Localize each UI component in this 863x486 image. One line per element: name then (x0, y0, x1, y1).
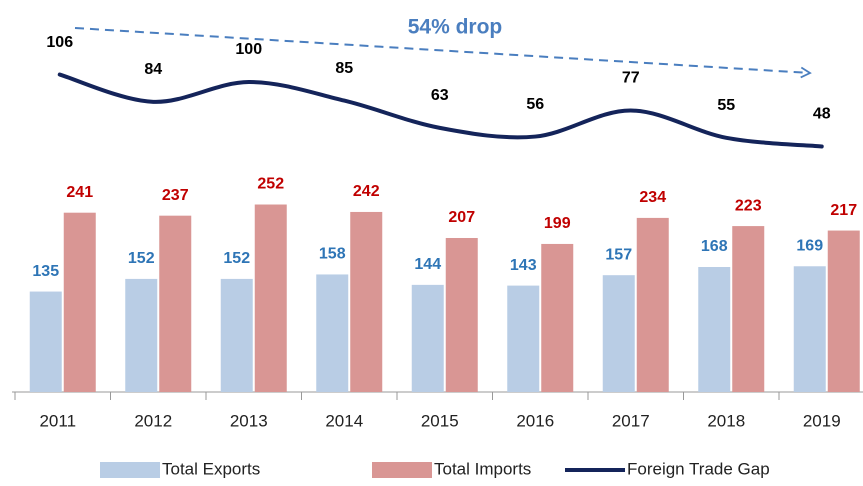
data-label: 252 (257, 176, 284, 193)
data-label: 158 (319, 246, 346, 263)
legend-label: Total Imports (434, 459, 531, 478)
trend-arrow (74, 27, 812, 79)
data-label: 217 (830, 202, 857, 219)
bar (350, 211, 383, 392)
x-tick-label: 2011 (39, 411, 76, 430)
data-label: 237 (162, 187, 189, 204)
data-label: 100 (235, 41, 262, 58)
data-label: 85 (335, 60, 353, 77)
bar (827, 230, 860, 392)
bar (732, 226, 765, 392)
data-label: 168 (701, 238, 728, 255)
data-label: 157 (605, 246, 632, 263)
data-label: 223 (735, 197, 762, 214)
bar (602, 275, 635, 392)
legend-swatch (100, 462, 160, 478)
data-label: 152 (223, 250, 250, 267)
bar (316, 274, 349, 392)
x-tick-label: 2015 (421, 411, 459, 430)
data-label: 242 (353, 183, 380, 200)
data-label: 207 (448, 209, 475, 226)
x-tick-label: 2016 (516, 411, 554, 430)
data-label: 152 (128, 250, 155, 267)
annotation: 54% drop (408, 16, 503, 39)
trade-gap-line (57, 72, 824, 149)
legend-swatch (372, 462, 432, 478)
data-label: 56 (526, 96, 544, 113)
bar (125, 278, 158, 392)
legend-label: Total Exports (162, 459, 260, 478)
data-label: 144 (414, 256, 441, 273)
x-tick-label: 2013 (230, 411, 268, 430)
data-label: 234 (639, 189, 666, 206)
bar (636, 217, 669, 392)
data-label: 77 (622, 70, 640, 87)
bar (507, 285, 540, 392)
bar (793, 266, 826, 392)
x-tick-label: 2012 (134, 411, 172, 430)
data-label: 84 (144, 61, 162, 78)
bar (254, 204, 287, 392)
data-label: 48 (813, 106, 831, 123)
data-label: 135 (32, 263, 59, 280)
bar (29, 291, 62, 392)
data-label: 169 (796, 237, 823, 254)
bar (698, 267, 731, 392)
data-label: 106 (46, 34, 73, 51)
data-label: 55 (717, 97, 735, 114)
bar (63, 212, 96, 392)
bar (445, 237, 478, 392)
data-label: 199 (544, 215, 571, 232)
x-tick-label: 2014 (325, 411, 363, 430)
legend-label: Foreign Trade Gap (627, 459, 770, 478)
x-tick-label: 2018 (707, 411, 745, 430)
data-label: 63 (431, 87, 449, 104)
bar (159, 215, 192, 392)
bar (541, 243, 574, 392)
bar (411, 284, 444, 392)
data-label: 143 (510, 257, 537, 274)
x-tick-label: 2019 (803, 411, 841, 430)
data-label: 241 (66, 184, 93, 201)
bar (220, 278, 253, 392)
x-tick-label: 2017 (612, 411, 650, 430)
